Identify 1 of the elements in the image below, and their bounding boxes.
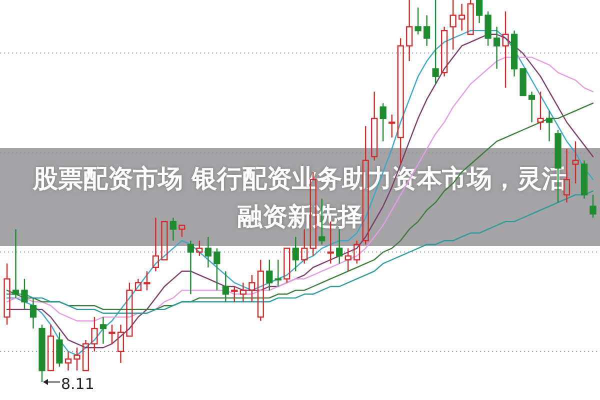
annotation: 8.11	[60, 375, 94, 393]
